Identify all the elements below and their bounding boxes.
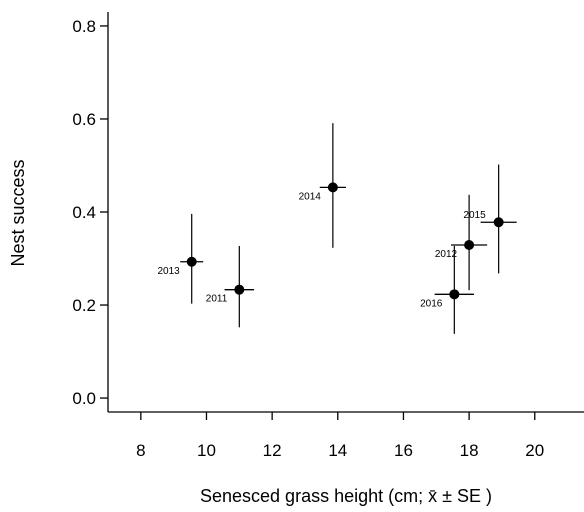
y-tick-label: 0.2	[72, 296, 96, 315]
point-label: 2012	[435, 249, 458, 260]
x-tick-label: 14	[328, 441, 347, 460]
point-label: 2011	[206, 294, 228, 305]
x-tick-label: 18	[460, 441, 479, 460]
x-axis-title: Senesced grass height (cm; x̄ ± SE )	[200, 486, 492, 506]
x-tick-label: 8	[136, 441, 145, 460]
axes: 0.0 0.2 0.4 0.6 0.8 8 10 12 14 16 18 20	[72, 12, 584, 460]
data-point	[449, 289, 460, 300]
data-point	[186, 256, 197, 267]
y-axis-title: Nest success	[8, 159, 28, 266]
x-tick-label: 12	[263, 441, 282, 460]
y-tick-label: 0.8	[72, 17, 96, 36]
data-point	[234, 284, 245, 295]
data-marks: 2013 2011 2014 2016 2012 2015	[157, 123, 517, 334]
y-tick-label: 0.0	[72, 389, 96, 408]
point-label: 2014	[299, 191, 322, 202]
x-tick-label: 10	[197, 441, 216, 460]
y-tick-label: 0.4	[72, 203, 96, 222]
data-point	[464, 240, 475, 251]
point-label: 2015	[463, 210, 486, 221]
data-point	[327, 182, 338, 193]
x-tick-label: 16	[394, 441, 413, 460]
data-point	[493, 217, 504, 228]
y-tick-label: 0.6	[72, 110, 96, 129]
point-label: 2013	[157, 266, 180, 277]
point-label: 2016	[420, 298, 443, 309]
x-tick-label: 20	[525, 441, 544, 460]
